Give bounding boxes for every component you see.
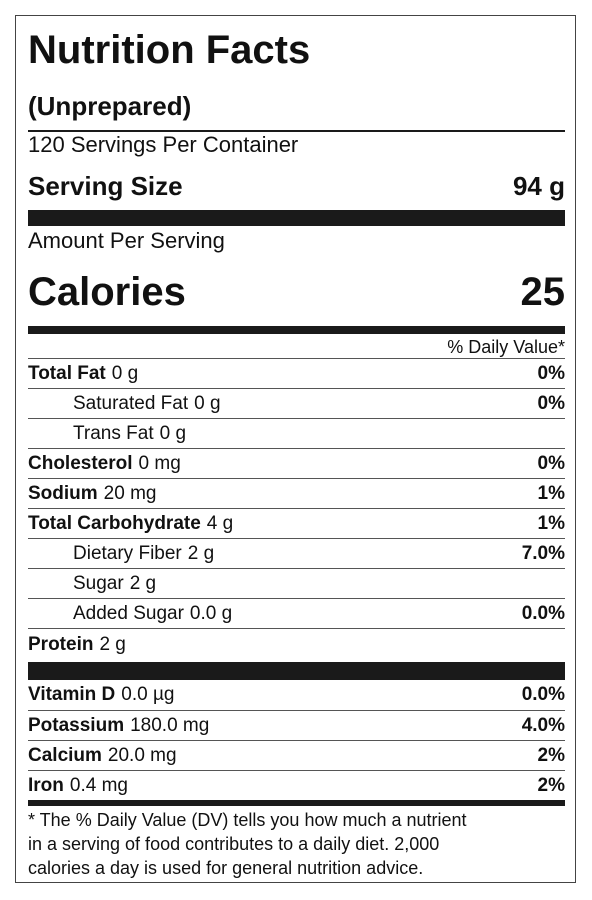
thick-rule — [28, 210, 565, 226]
rule — [28, 130, 565, 132]
nutrient-name: Protein — [28, 633, 94, 655]
nutrient-name: Sodium — [28, 482, 98, 504]
nutrient-name: Iron — [28, 774, 64, 796]
nutrient-name: Total Carbohydrate — [28, 512, 201, 534]
nutrient-row: Total Carbohydrate 4 g 1% — [28, 508, 565, 538]
medium-rule — [28, 800, 565, 806]
nutrient-row: Saturated Fat 0 g 0% — [28, 388, 565, 418]
nutrient-amount: 180.0 mg — [130, 714, 210, 736]
nutrient-row: Vitamin D 0.0 µg 0.0% — [28, 680, 565, 710]
nutrient-row: Dietary Fiber 2 g 7.0% — [28, 538, 565, 568]
nutrient-name: Added Sugar — [73, 602, 184, 624]
nutrient-amount: 0 mg — [138, 452, 181, 474]
nutrient-row: Protein 2 g — [28, 628, 565, 660]
nutrient-name: Calcium — [28, 744, 102, 766]
daily-value: 0% — [537, 392, 565, 414]
medium-rule — [28, 326, 565, 334]
subtitle: (Unprepared) — [28, 91, 192, 121]
footnote-line: calories a day is used for general nutri… — [28, 858, 424, 878]
daily-value: 2% — [537, 774, 565, 796]
nutrient-row: Sugar 2 g — [28, 568, 565, 598]
title: Nutrition Facts — [28, 28, 311, 72]
nutrient-row: Calcium 20.0 mg 2% — [28, 740, 565, 770]
calories-value: 25 — [520, 270, 566, 314]
nutrition-label — [15, 15, 576, 883]
nutrient-row: Trans Fat 0 g — [28, 418, 565, 448]
nutrient-row: Potassium 180.0 mg 4.0% — [28, 710, 565, 740]
serving-size-value: 94 g — [512, 171, 565, 201]
nutrient-name: Potassium — [28, 714, 125, 736]
nutrient-amount: 0 g — [159, 422, 187, 444]
nutrient-row: Added Sugar 0.0 g 0.0% — [28, 598, 565, 628]
dv-heading: % Daily Value* — [447, 337, 565, 357]
nutrient-amount: 0 g — [111, 362, 139, 384]
nutrient-name: Trans Fat — [73, 422, 154, 444]
calories-label: Calories — [28, 270, 186, 314]
nutrient-name: Cholesterol — [28, 452, 133, 474]
nutrient-amount: 2 g — [129, 572, 157, 594]
thick-rule — [28, 662, 565, 680]
nutrient-amount: 2 g — [187, 542, 215, 564]
nutrient-name: Total Fat — [28, 362, 106, 384]
nutrient-amount: 0 g — [194, 392, 221, 414]
daily-value: 2% — [537, 744, 565, 766]
nutrient-name: Sugar — [73, 572, 124, 594]
amount-heading: Amount Per Serving — [28, 228, 225, 253]
daily-value: 1% — [537, 482, 565, 504]
daily-value: 0% — [537, 362, 565, 384]
daily-value: 0% — [537, 452, 565, 474]
daily-value: 7.0% — [521, 542, 565, 564]
servings: 120 Servings Per Container — [28, 132, 299, 157]
footnote-line: in a serving of food contributes to a da… — [28, 834, 440, 854]
nutrient-row: Iron 0.4 mg 2% — [28, 770, 565, 800]
nutrient-row: Total Fat 0 g 0% — [28, 358, 565, 388]
daily-value: 1% — [537, 512, 565, 534]
daily-value: 4.0% — [521, 714, 565, 736]
daily-value: 0.0% — [521, 602, 565, 624]
nutrient-row: Cholesterol 0 mg 0% — [28, 448, 565, 478]
nutrient-amount: 20.0 mg — [107, 744, 177, 766]
nutrient-amount: 0.0 g — [189, 602, 233, 624]
nutrient-name: Dietary Fiber — [73, 542, 182, 564]
nutrient-name: Saturated Fat — [73, 392, 189, 414]
daily-value: 0.0% — [521, 684, 565, 705]
nutrient-amount: 20 mg — [103, 482, 157, 504]
nutrient-row: Sodium 20 mg 1% — [28, 478, 565, 508]
footnote-line: * The % Daily Value (DV) tells you how m… — [28, 810, 467, 830]
nutrient-amount: 0.0 µg — [121, 684, 175, 705]
nutrient-amount: 0.4 mg — [69, 774, 128, 796]
nutrient-amount: 4 g — [206, 512, 234, 534]
serving-size-label: Serving Size — [28, 171, 183, 201]
nutrient-name: Vitamin D — [28, 684, 116, 705]
nutrient-amount: 2 g — [99, 633, 126, 655]
